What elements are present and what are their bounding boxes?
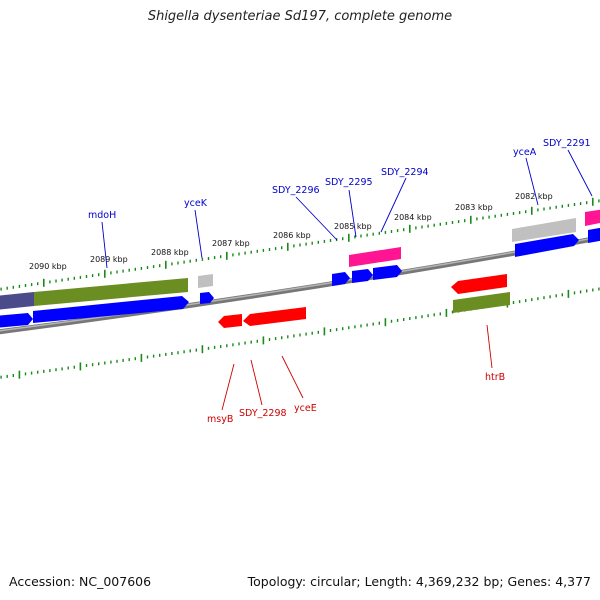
ruler-label: 2089 kbp — [90, 255, 128, 264]
gene-label-reverse: yceE — [294, 403, 317, 414]
gene-arrow-blue-yceK — [200, 292, 214, 304]
gene-arrow-blue-SDY_2294 — [373, 265, 402, 280]
ruler-label: 2090 kbp — [29, 262, 67, 271]
map-title: Shigella dysenteriae Sd197, complete gen… — [147, 9, 453, 24]
feature-bar-slate — [0, 292, 34, 310]
feature-bar-magenta-edge — [585, 209, 600, 226]
feature-bar-olive-mdoH — [34, 278, 188, 306]
ruler-label: 2084 kbp — [394, 213, 432, 222]
forward-leader-lines — [101, 149, 593, 269]
gene-label-reverse: msyB — [207, 414, 233, 425]
feature-bar-grey-yceA — [512, 218, 576, 242]
accession-text: Accession: NC_007606 — [9, 574, 152, 589]
ruler-label: 2088 kbp — [151, 248, 189, 257]
gene-arrow-blue-yceA — [515, 234, 579, 257]
gene-label-forward: yceK — [184, 198, 208, 209]
gene-arrow-blue-SDY_2296 — [332, 272, 350, 286]
feature-bar-magenta — [349, 247, 401, 267]
gene-label-forward: SDY_2291 — [543, 138, 591, 149]
ruler-label: 2086 kbp — [273, 231, 311, 240]
ruler-label: 2082 kbp — [515, 192, 553, 201]
gene-label-reverse: htrB — [485, 372, 505, 383]
outer-tick-track — [0, 197, 600, 291]
feature-bar-grey-yceK — [198, 274, 213, 288]
feature-bar-olive-htrB — [453, 292, 510, 313]
gene-label-forward: SDY_2295 — [325, 177, 373, 188]
ruler-label: 2083 kbp — [455, 203, 493, 212]
genome-summary-text: Topology: circular; Length: 4,369,232 bp… — [247, 574, 591, 589]
gene-arrow-blue-SDY_2291 — [588, 227, 600, 243]
reverse-leader-lines — [221, 324, 493, 411]
gene-arrow-red-SDY_2298 — [243, 307, 306, 326]
gene-arrow-blue-1 — [0, 313, 33, 328]
gene-arrow-red-msyB — [218, 314, 242, 328]
gene-arrow-blue-mdoH — [33, 296, 189, 323]
ruler-label: 2087 kbp — [212, 239, 250, 248]
gene-arrow-red-htrB — [451, 274, 507, 294]
gene-label-forward: SDY_2294 — [381, 167, 429, 178]
gene-label-forward: yceA — [513, 147, 537, 158]
gene-label-forward: SDY_2296 — [272, 185, 320, 196]
gene-arrow-blue-SDY_2295 — [352, 269, 373, 283]
ruler-label: 2085 kbp — [334, 222, 372, 231]
gene-label-forward: mdoH — [88, 210, 116, 221]
gene-label-reverse: SDY_2298 — [239, 408, 287, 419]
